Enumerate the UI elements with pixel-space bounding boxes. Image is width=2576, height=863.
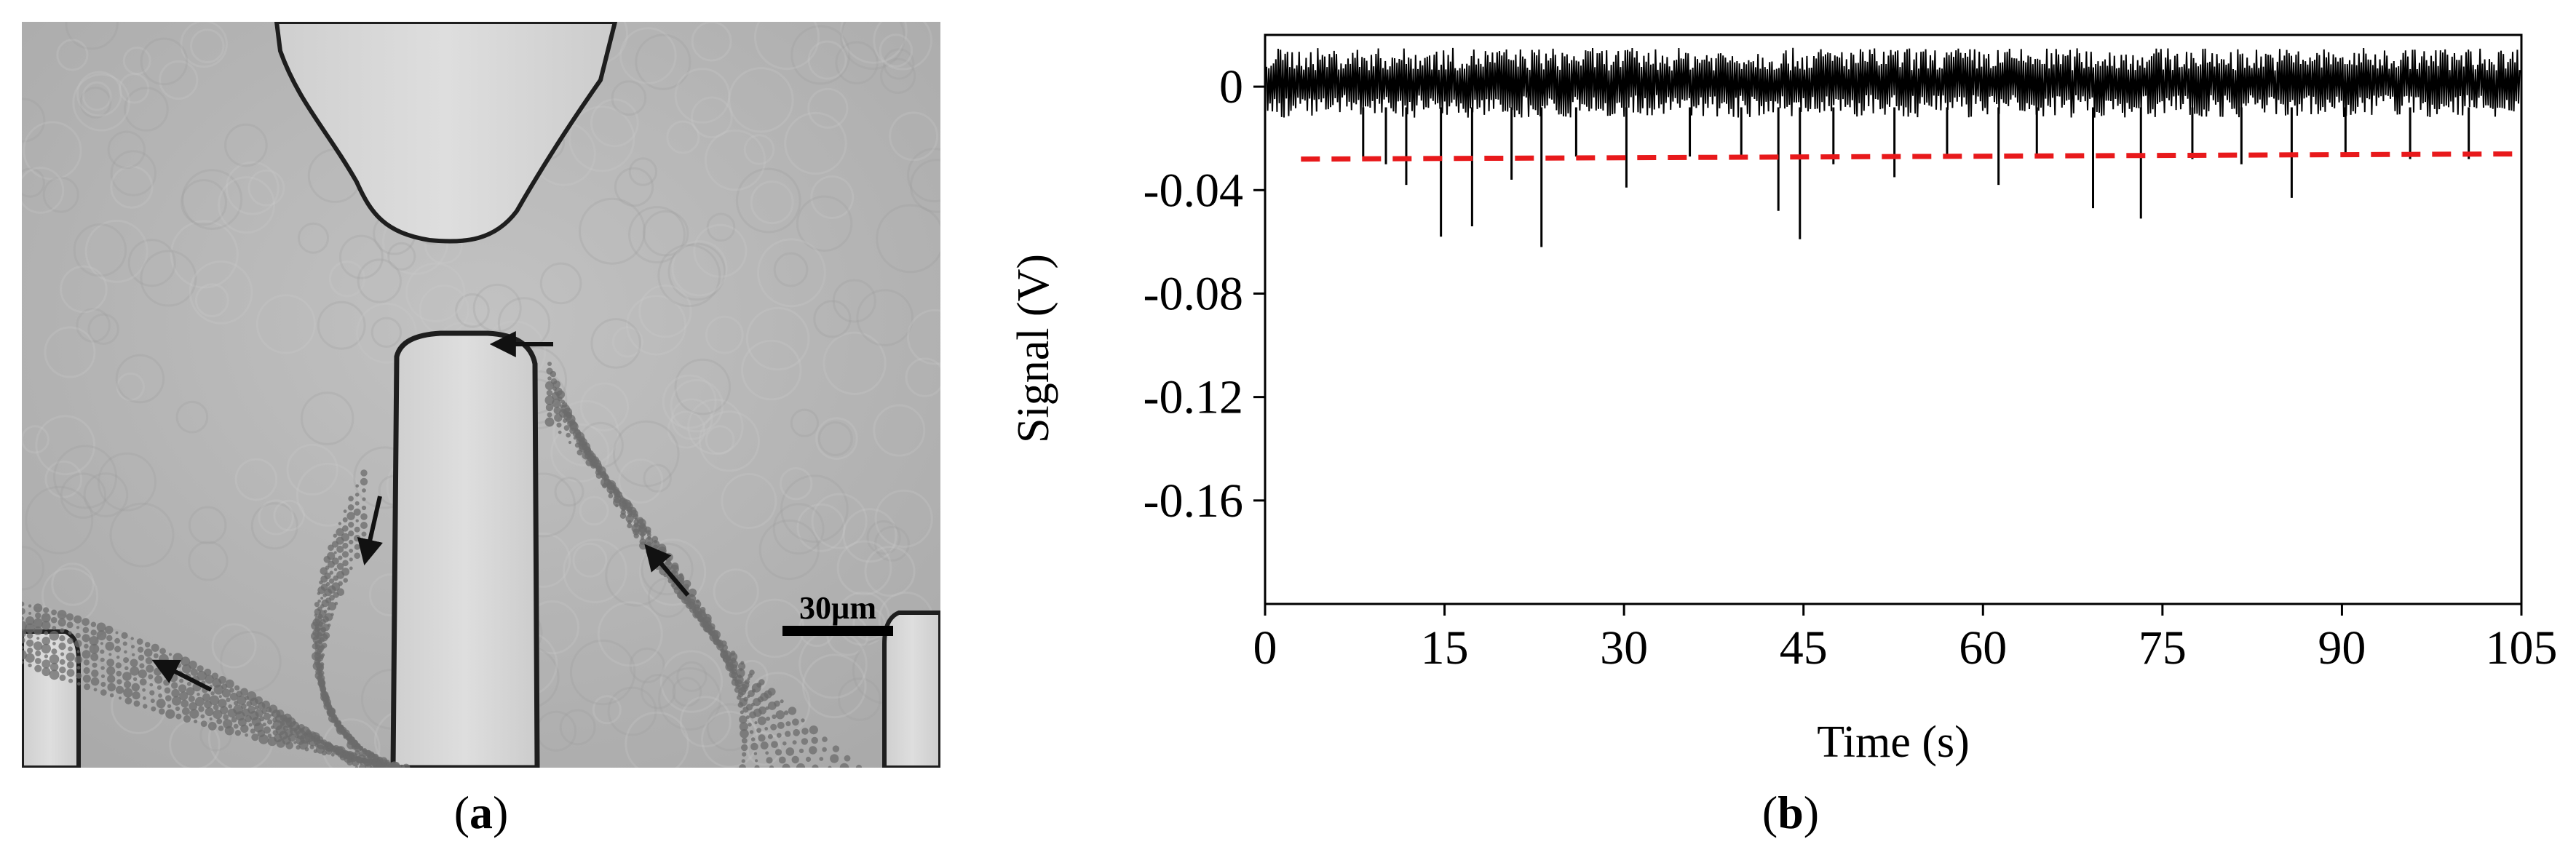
center-electrode <box>390 330 540 768</box>
x-tick-label: 45 <box>1780 621 1828 675</box>
y-axis-title: Signal (V) <box>1009 254 1058 443</box>
x-axis-title: Time (s) <box>1817 717 1970 767</box>
x-tick-label: 90 <box>2318 621 2366 675</box>
panel-b-label: (b) <box>1761 787 1820 838</box>
threshold-line <box>1301 151 2522 162</box>
y-tick-label: 0 <box>1219 60 1243 114</box>
signal-chart: 0 15 30 45 60 75 90 105 0 -0.04 -0.08 -0.12 -0.16 Ti… <box>1009 33 2558 767</box>
x-tick-label: 30 <box>1600 621 1648 675</box>
y-tick-label: -0.16 <box>1144 474 1243 528</box>
background-texture <box>22 22 940 768</box>
x-tick-label: 15 <box>1421 621 1469 675</box>
x-tick-label: 105 <box>2486 621 2558 675</box>
panel-a-label: (a) <box>453 787 509 838</box>
top-electrode <box>274 22 618 244</box>
plot-frame <box>1264 33 2523 605</box>
arrow-left-middle <box>357 496 383 566</box>
x-tick-label: 75 <box>2139 621 2187 675</box>
micrograph-image: 30µm <box>22 22 940 768</box>
x-tick-label: 60 <box>1959 621 2007 675</box>
scale-bar <box>782 626 893 636</box>
arrow-bottom-left <box>151 659 213 692</box>
arrow-right <box>644 544 690 597</box>
y-tick-label: -0.04 <box>1144 164 1243 217</box>
scale-bar-label: 30µm <box>799 590 876 626</box>
y-tick-label: -0.12 <box>1144 371 1243 424</box>
signal-trace <box>1266 47 2521 118</box>
x-tick-label: 0 <box>1253 621 1277 675</box>
y-tick-label: -0.08 <box>1144 267 1243 320</box>
